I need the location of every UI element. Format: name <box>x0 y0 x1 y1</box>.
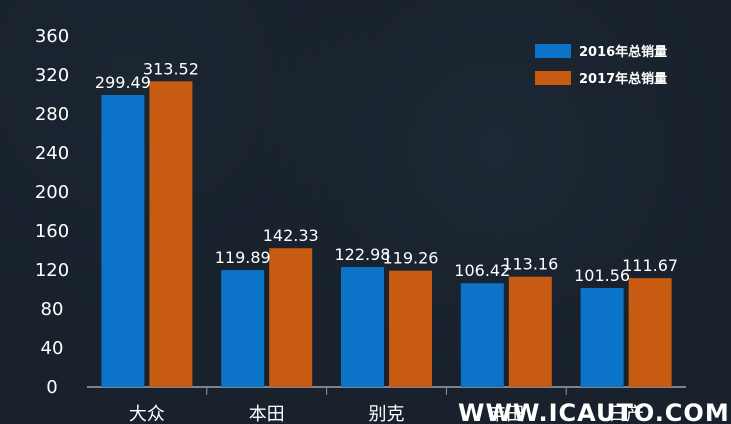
bar-2017-1 <box>269 248 313 387</box>
data-label: 142.33 <box>263 226 319 245</box>
bar-2016-3 <box>460 283 504 387</box>
data-label: 122.98 <box>335 245 391 264</box>
bar-2016-2 <box>341 267 384 387</box>
data-label: 119.26 <box>383 249 439 268</box>
x-axis: 大众 本田 别克 丰田 日产 <box>87 386 686 424</box>
bar-2017-0 <box>149 81 193 388</box>
legend-label: 2016年总销量 <box>579 44 667 60</box>
y-tick-label: 160 <box>35 221 69 242</box>
x-tick-label: 大众 <box>129 404 165 424</box>
bar-2016-4 <box>580 287 624 387</box>
bar-2017-2 <box>389 270 432 387</box>
y-tick-label: 40 <box>41 338 64 359</box>
y-tick-label: 240 <box>35 143 69 164</box>
data-label: 313.52 <box>143 59 199 78</box>
data-label: 111.67 <box>622 256 678 275</box>
x-tick-label: 别克 <box>369 404 405 424</box>
legend-swatch <box>535 44 571 58</box>
y-tick-label: 360 <box>35 26 69 47</box>
y-tick-label: 280 <box>35 104 69 125</box>
x-tick-label: 本田 <box>249 404 285 424</box>
y-tick-label: 320 <box>35 65 69 86</box>
legend-label: 2017年总销量 <box>579 71 667 87</box>
data-label: 299.49 <box>95 73 151 92</box>
bar-2017-3 <box>508 276 552 387</box>
watermark-text: WWW.ICAUTO.COM.CN <box>458 399 731 424</box>
y-tick-label: 0 <box>46 377 57 398</box>
data-label: 106.42 <box>454 261 510 280</box>
x-tick-label: 丰田 <box>488 404 524 424</box>
y-axis: 0 40 80 120 160 200 240 280 320 360 <box>35 26 69 398</box>
x-tick-label: 日产 <box>608 404 644 424</box>
bar-series <box>101 81 672 388</box>
data-label: 101.56 <box>574 266 630 285</box>
data-label: 113.16 <box>502 255 558 274</box>
bar-2017-4 <box>628 278 672 387</box>
y-tick-label: 80 <box>41 299 64 320</box>
data-label: 119.89 <box>215 248 271 267</box>
legend: 2016年总销量 2017年总销量 <box>535 44 667 87</box>
bar-2016-0 <box>101 94 145 387</box>
legend-swatch <box>535 71 571 85</box>
y-tick-label: 200 <box>35 182 69 203</box>
y-tick-label: 120 <box>35 260 69 281</box>
bar-2016-1 <box>221 270 265 387</box>
